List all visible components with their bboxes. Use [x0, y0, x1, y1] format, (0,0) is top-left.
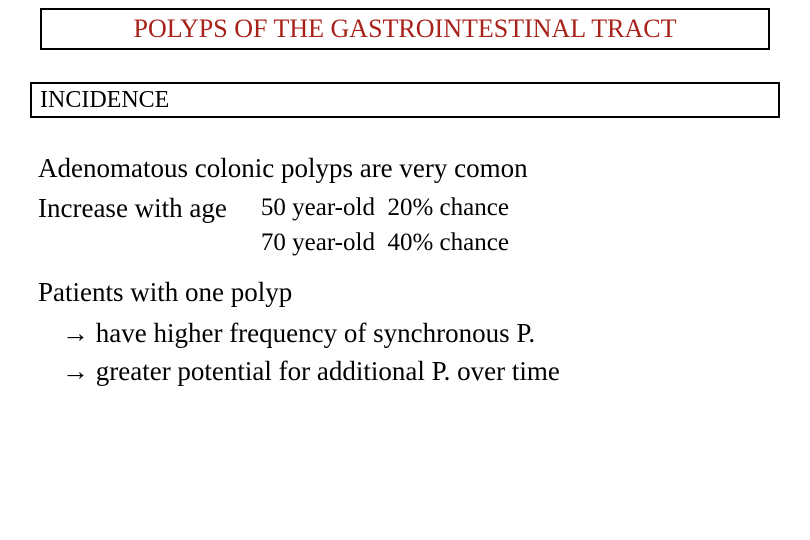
- stats-block: 50 year-old 20% chance 70 year-old 40% c…: [261, 190, 509, 260]
- bullet-block: Patients with one polyp → have higher fr…: [38, 274, 778, 390]
- bullet-1: → have higher frequency of synchronous P…: [38, 315, 778, 353]
- body-line-2: Increase with age 50 year-old 20% chance…: [38, 190, 778, 260]
- section-container: INCIDENCE: [30, 82, 780, 118]
- section-heading: INCIDENCE: [40, 87, 169, 114]
- stat-age-1: 50 year-old: [261, 194, 375, 221]
- stat-row-2: 70 year-old 40% chance: [261, 225, 509, 260]
- slide-title: POLYPS OF THE GASTROINTESTINAL TRACT: [134, 14, 677, 44]
- body-content: Adenomatous colonic polyps are very como…: [38, 150, 778, 390]
- stat-pct-2: 40% chance: [387, 229, 508, 256]
- stat-age-2: 70 year-old: [261, 229, 375, 256]
- stat-pct-1: 20% chance: [387, 194, 508, 221]
- body-line-1: Adenomatous colonic polyps are very como…: [38, 150, 778, 186]
- bullet-2: → greater potential for additional P. ov…: [38, 353, 778, 391]
- stat-row-1: 50 year-old 20% chance: [261, 190, 509, 225]
- patients-heading: Patients with one polyp: [38, 274, 778, 310]
- increase-label: Increase with age: [38, 190, 227, 260]
- title-container: POLYPS OF THE GASTROINTESTINAL TRACT: [40, 8, 770, 50]
